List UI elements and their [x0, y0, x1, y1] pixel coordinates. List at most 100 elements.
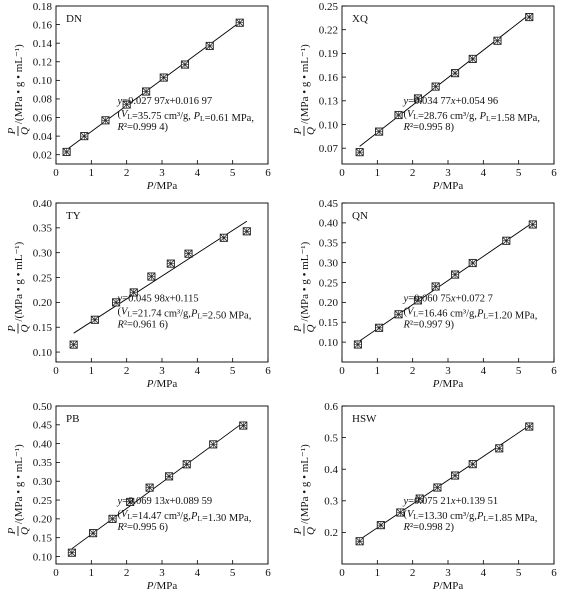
y-tick-label: 0.5 [324, 432, 338, 444]
data-point [353, 340, 362, 349]
y-tick-label: 0.15 [319, 317, 339, 329]
data-point [451, 69, 460, 78]
data-point [129, 288, 138, 297]
x-axis-title: P/MPa [146, 180, 178, 192]
y-tick-label: 0.40 [33, 198, 53, 210]
y-tick-label: 0.04 [33, 131, 53, 143]
y-tick-label: 0.10 [319, 337, 339, 349]
x-tick-label: 0 [53, 567, 59, 579]
x-tick-label: 5 [230, 167, 236, 179]
data-point [67, 548, 76, 557]
x-tick-label: 4 [481, 567, 487, 579]
y-axis-title: P Q /(MPa • g • mL⁻¹) [6, 44, 31, 136]
y-axis-title-numerator: P [292, 127, 304, 135]
chart-panel: 0 1 2 3 4 5 6 0.2 0.3 0.4 0.5 0.6 P/MPa P Q /(MPa • g •… [292, 401, 557, 592]
x-tick-label: 2 [410, 567, 416, 579]
y-tick-label: 0.20 [33, 297, 53, 309]
data-point [355, 537, 364, 546]
data-point [235, 18, 244, 27]
y-axis-title-denominator: Q [305, 324, 317, 332]
plot-frame [55, 405, 269, 565]
x-axis-title: P/MPa [432, 180, 464, 192]
x-tick-label: 0 [339, 365, 345, 377]
y-tick-label: 0.08 [33, 94, 53, 106]
y-tick-label: 0.35 [33, 457, 53, 469]
x-tick-label: 6 [551, 167, 557, 179]
y-axis-title: P Q /(MPa • g • mL⁻¹) [292, 44, 317, 136]
x-tick-label: 3 [445, 365, 451, 377]
x-tick-label: 3 [159, 167, 165, 179]
y-tick-label: 0.3 [324, 496, 338, 508]
y-axis-title-denominator: Q [19, 527, 31, 535]
y-tick-label: 0.4 [324, 464, 338, 476]
y-tick-label: 0.35 [33, 223, 53, 235]
data-point [375, 323, 384, 332]
x-axis-title: P/MPa [432, 378, 464, 390]
data-point [376, 521, 385, 530]
y-tick-label: 0.2 [324, 527, 338, 539]
y-tick-label: 0.13 [319, 96, 339, 108]
fit-annotation-line: (VL=13.30 cm³/g,PL=1.85 MPa, [403, 509, 537, 524]
x-tick-label: 0 [339, 567, 345, 579]
data-point [90, 315, 99, 324]
x-tick-label: 2 [124, 167, 130, 179]
y-tick-label: 0.50 [33, 401, 53, 413]
x-tick-label: 4 [195, 167, 201, 179]
data-point [394, 310, 403, 319]
y-tick-label: 0.25 [33, 272, 53, 284]
data-point [394, 110, 403, 120]
data-point [433, 483, 442, 492]
x-tick-label: 0 [53, 167, 59, 179]
fit-annotation-line: y=0.027 97x+0.016 97 [116, 96, 212, 107]
y-tick-label: 0.02 [33, 150, 52, 162]
y-tick-label: 0.18 [33, 1, 53, 13]
data-point [493, 36, 502, 45]
x-axis-title: P/MPa [146, 580, 178, 592]
y-tick-label: 0.35 [319, 238, 339, 250]
x-tick-label: 2 [410, 365, 416, 377]
chart-panel: 0 1 2 3 4 5 6 0.10 0.15 0.20 0.25 0.30 0.35 0.40 0.45 P… [292, 198, 557, 390]
y-axis-title: P Q /(MPa • g • mL⁻¹) [6, 241, 31, 334]
y-tick-label: 0.10 [33, 551, 53, 563]
chart-panel: 0 1 2 3 4 5 6 0.10 0.15 0.20 0.25 0.30 0.35 0.40 P/MPa… [6, 198, 271, 390]
x-tick-label: 4 [195, 567, 201, 579]
y-tick-label: 0.10 [319, 119, 339, 131]
y-tick-label: 0.40 [33, 438, 53, 450]
x-tick-label: 4 [481, 365, 487, 377]
y-tick-label: 0.06 [33, 112, 53, 124]
data-point [205, 41, 214, 51]
fit-annotation-line: (VL=16.46 cm³/g,PL=1.20 MPa, [403, 307, 537, 322]
y-axis-title-denominator: Q [19, 324, 31, 332]
data-point [242, 227, 251, 236]
panel-label: TY [66, 210, 81, 222]
x-tick-label: 5 [516, 167, 522, 179]
data-point [415, 494, 424, 503]
data-point [145, 483, 154, 492]
fit-annotation-line: (VL=21.74 cm³/g,PL=2.50 MPa, [117, 307, 251, 322]
x-axis-title: P/MPa [432, 580, 464, 592]
data-point [80, 132, 89, 141]
data-point [502, 236, 511, 245]
x-tick-label: 5 [230, 567, 236, 579]
panel-label: DN [66, 13, 82, 25]
data-point [142, 87, 151, 96]
x-tick-label: 3 [445, 167, 451, 179]
x-tick-label: 6 [265, 365, 271, 377]
panel-label: HSW [352, 413, 377, 425]
fit-line [359, 14, 530, 147]
panel-label: PB [66, 413, 79, 425]
data-point [69, 340, 78, 349]
x-tick-label: 4 [195, 365, 201, 377]
plot-frame [341, 202, 555, 363]
x-tick-label: 3 [159, 365, 165, 377]
y-axis-title-numerator: P [6, 127, 18, 135]
x-tick-label: 3 [445, 567, 451, 579]
data-point [528, 220, 537, 229]
plot-frame [341, 5, 555, 165]
fit-line [73, 220, 248, 334]
x-tick-label: 5 [230, 365, 236, 377]
y-tick-label: 0.30 [33, 247, 53, 259]
y-axis-title-denominator: Q [305, 527, 317, 535]
y-axis-title-numerator: P [292, 325, 304, 333]
chart-panel: 0 1 2 3 4 5 6 0.07 0.10 0.13 0.16 0.19 0.22 0.25 P/MPa… [292, 1, 557, 192]
